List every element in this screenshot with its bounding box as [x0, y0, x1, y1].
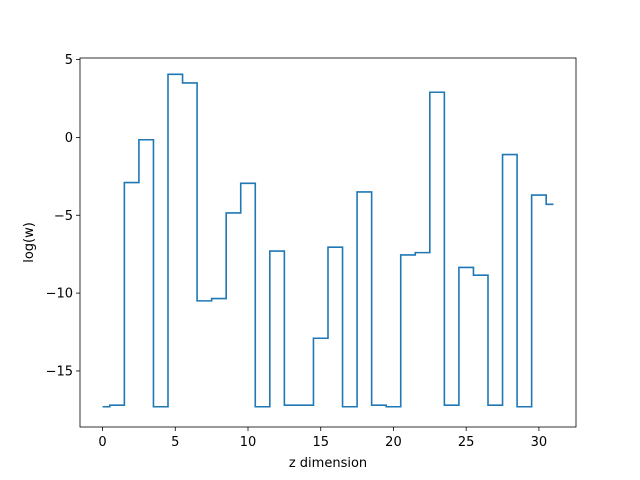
y-axis-label: log(w) [22, 222, 37, 263]
y-tick-label: −10 [46, 287, 73, 302]
axes-frame [79, 57, 577, 428]
x-tick-label: 15 [312, 435, 329, 450]
y-axis: −15 −10 −5 0 5 [46, 53, 80, 379]
x-tick-label: 30 [531, 435, 548, 450]
x-tick-label: 5 [171, 435, 179, 450]
x-tick-label: 25 [458, 435, 475, 450]
y-tick-label: 0 [65, 131, 73, 146]
plot-area [102, 73, 554, 408]
y-tick-label: −5 [54, 209, 73, 224]
y-tick-label: 5 [65, 53, 73, 68]
x-axis-label: z dimension [289, 456, 367, 471]
x-axis: 0 5 10 15 20 25 30 [98, 427, 547, 450]
y-tick-label: −15 [46, 364, 73, 379]
x-tick-label: 10 [240, 435, 257, 450]
x-tick-label: 20 [385, 435, 402, 450]
series-line [102, 73, 554, 408]
x-tick-label: 0 [98, 435, 106, 450]
